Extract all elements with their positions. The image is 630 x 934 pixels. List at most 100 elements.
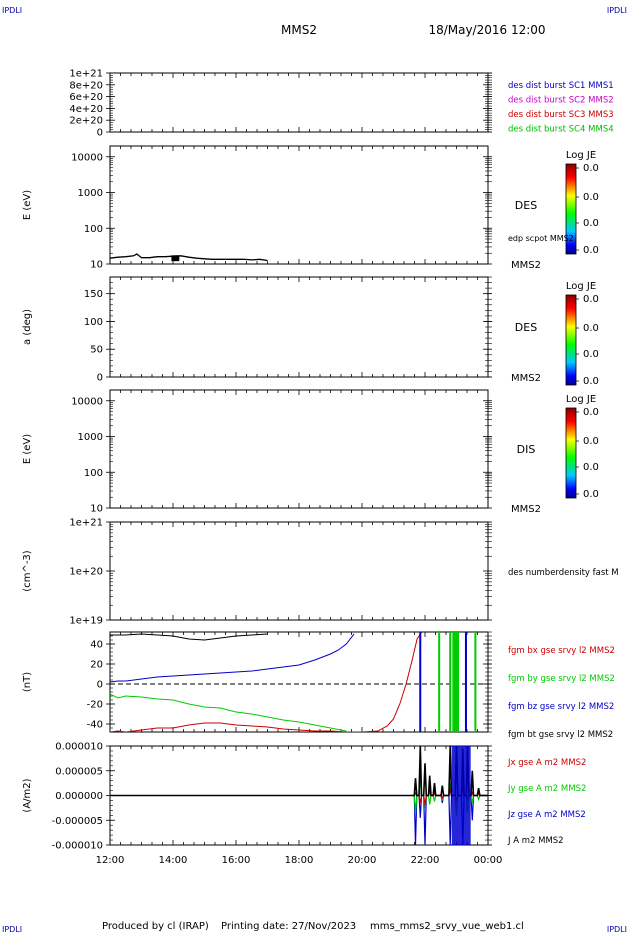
y-tick-label: 50	[90, 345, 103, 356]
spacecraft-label: MMS2	[511, 373, 541, 384]
y-axis-label: a (deg)	[22, 309, 33, 345]
panel-frame	[109, 631, 489, 733]
current-traces	[110, 746, 488, 845]
colorbar-label: 0.0	[583, 218, 599, 229]
y-tick-label: 8e+20	[69, 80, 103, 91]
x-tick-label: 18:00	[285, 855, 314, 866]
colorbar-label: 0.0	[583, 163, 599, 174]
y-tick-label: -0.000005	[52, 816, 103, 827]
y-tick-label: 6e+20	[69, 92, 103, 103]
legend-entry: Jz gse A m2 MMS2	[507, 810, 586, 820]
colorbar-label: 0.0	[583, 294, 599, 305]
y-tick-label: 1e+19	[69, 616, 103, 627]
y-tick-label: -20	[87, 700, 103, 711]
series-bz	[110, 633, 355, 683]
panel-frame	[109, 145, 489, 265]
y-tick-label: 10	[90, 260, 103, 271]
y-axis-label: (A/m2)	[22, 778, 33, 812]
y-tick-label: 100	[84, 224, 103, 235]
y-tick-label: 1000	[78, 188, 103, 199]
colorbar-title: Log JE	[566, 150, 596, 161]
y-tick-label: 100	[84, 468, 103, 479]
x-tick-label: 22:00	[411, 855, 440, 866]
colorbar-label: 0.0	[583, 376, 599, 387]
scpot-block	[171, 255, 180, 262]
panel-des-energy: 10000 1000 100 10 E (eV) Log JE 0.0 0.0 0.0 0.0 DE…	[22, 145, 599, 271]
footer-printing-date: Printing date: 27/Nov/2023	[221, 921, 356, 932]
y-tick-label: 10000	[71, 396, 103, 407]
x-tick-label: 12:00	[96, 855, 125, 866]
legend-entry: des dist burst SC1 MMS1	[508, 81, 614, 91]
y-tick-label: 1e+21	[69, 69, 103, 80]
y-axis-label: (cm^-3)	[22, 550, 33, 591]
colorbar	[565, 294, 577, 386]
species-label: DES	[515, 321, 537, 334]
y-tick-label: 10	[90, 504, 103, 515]
panel-des-pitch: 150 100 50 0 a (deg) Log JE 0.0 0.0 0.0 0.0 DES MMS…	[22, 276, 599, 387]
scpot-line	[109, 253, 268, 262]
x-tick-label: 14:00	[159, 855, 188, 866]
legend-entry: fgm by gse srvy l2 MMS2	[508, 674, 615, 684]
x-tick-label: 16:00	[222, 855, 251, 866]
series-by	[110, 693, 347, 732]
fgm-traces	[110, 632, 488, 732]
legend-entry: fgm bx gse srvy l2 MMS2	[508, 646, 615, 656]
panel-frame	[109, 72, 489, 133]
legend-entry: des dist burst SC2 MMS2	[508, 96, 614, 106]
y-axis-label: E (eV)	[22, 190, 33, 220]
panel-frame	[109, 521, 489, 621]
legend-entry: J A m2 MMS2	[507, 836, 564, 846]
colorbar-label: 0.0	[583, 192, 599, 203]
y-tick-label: 20	[90, 660, 103, 671]
corner-label-br: IPDLI	[607, 925, 627, 934]
y-tick-label: 10000	[71, 152, 103, 163]
colorbar-title: Log JE	[566, 394, 596, 405]
colorbar-label: 0.0	[583, 323, 599, 334]
legend-entry: des numberdensity fast M	[508, 568, 619, 578]
corner-label-tr: IPDLI	[607, 6, 627, 15]
y-tick-label: 1e+20	[69, 567, 103, 578]
species-label: DES	[515, 199, 537, 212]
panel-fgm: 40 20 0 -20 -40 (nT) fgm bx gse srvy l2 MMS2 fg…	[22, 631, 615, 740]
footer-produced-by: Produced by cl (IRAP)	[102, 921, 209, 932]
y-tick-label: 0.000010	[55, 742, 103, 753]
date-title: 18/May/2016 12:00	[428, 23, 545, 37]
y-axis-label: E (eV)	[22, 434, 33, 464]
legend-entry: des dist burst SC3 MMS3	[508, 110, 614, 120]
y-tick-label: 4e+20	[69, 104, 103, 115]
footer-filename: mms_mms2_srvy_vue_web1.cl	[370, 921, 524, 932]
legend-entry: fgm bt gse srvy l2 MMS2	[508, 730, 613, 740]
legend-entry: Jy gse A m2 MMS2	[507, 784, 586, 794]
y-tick-label: 1000	[78, 432, 103, 443]
jz-dense-block	[451, 746, 471, 845]
spacecraft-label: MMS2	[511, 504, 541, 515]
colorbar-title: Log JE	[566, 281, 596, 292]
panel-frame	[109, 389, 489, 509]
y-tick-label: 0.000005	[55, 766, 103, 777]
y-tick-label: -0.000010	[52, 841, 103, 852]
overlay-label: edp scpot MMS2	[508, 234, 574, 243]
y-tick-label: 0	[97, 680, 103, 691]
colorbar-label: 0.0	[583, 462, 599, 473]
legend-entry: Jx gse A m2 MMS2	[507, 758, 586, 768]
y-tick-label: 0.000000	[55, 791, 103, 802]
colorbar-label: 0.0	[583, 407, 599, 418]
spacecraft-label: MMS2	[511, 260, 541, 271]
y-tick-label: 150	[84, 289, 103, 300]
y-tick-label: 0	[97, 373, 103, 384]
series-bt	[110, 633, 268, 641]
y-tick-label: 1e+21	[69, 518, 103, 529]
panel-current: 0.000010 0.000005 0.000000 -0.000005 -0.0000…	[22, 742, 586, 852]
panel-density: 1e+21 1e+20 1e+19 (cm^-3) des numberdensity …	[22, 518, 619, 627]
colorbar-label: 0.0	[583, 489, 599, 500]
colorbar-label: 0.0	[583, 436, 599, 447]
y-tick-label: 0	[97, 128, 103, 139]
legend-entry: des dist burst SC4 MMS4	[508, 125, 614, 135]
x-tick-label: 00:00	[474, 855, 503, 866]
y-tick-label: 2e+20	[69, 116, 103, 127]
legend-entry: fgm bz gse srvy l2 MMS2	[508, 702, 614, 712]
corner-label-bl: IPDLI	[2, 925, 22, 934]
series-bx	[110, 632, 423, 732]
